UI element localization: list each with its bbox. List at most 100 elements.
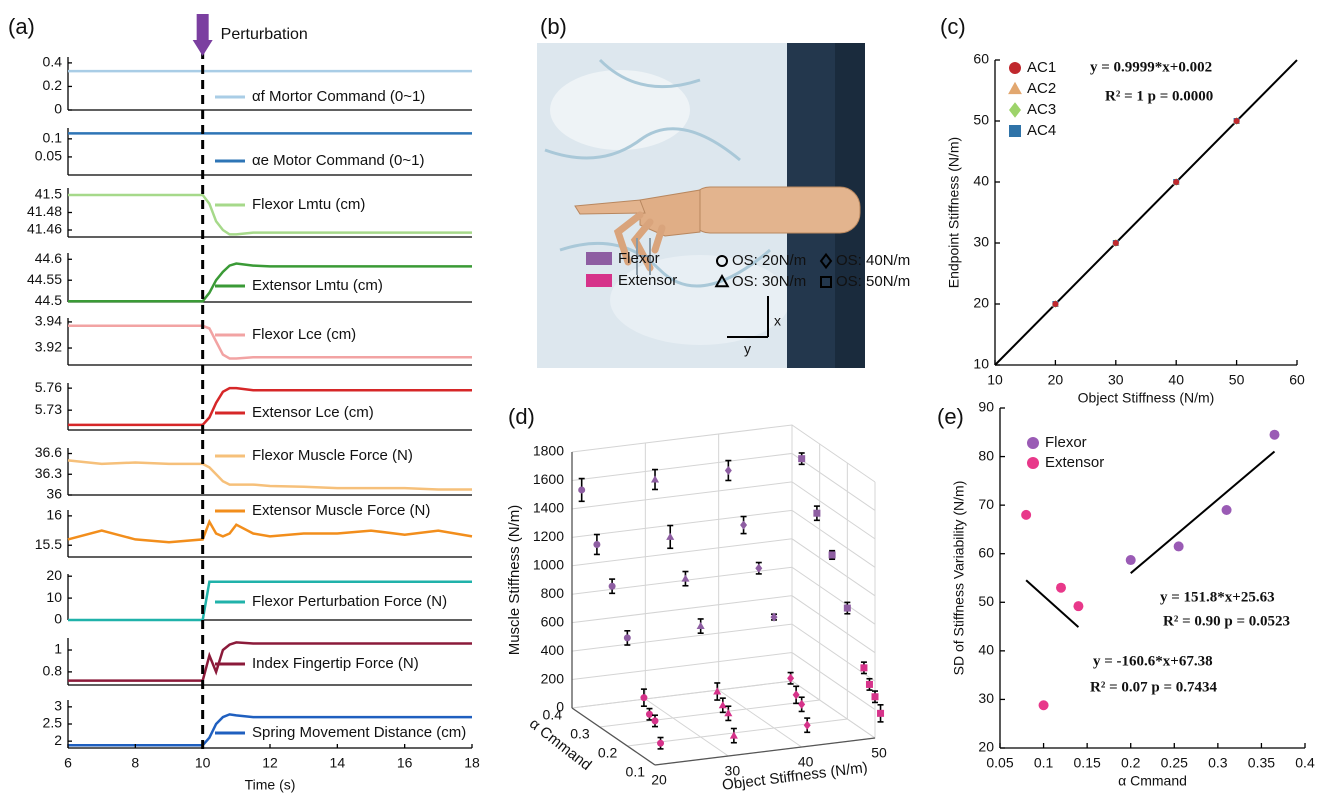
y-tick-label: 1200 (533, 528, 564, 544)
point (646, 711, 653, 718)
legend-label: AC4 (1027, 122, 1056, 139)
series-line (68, 460, 472, 489)
grid-line (572, 453, 875, 510)
point (798, 455, 805, 462)
y-tick-label: 1800 (533, 443, 564, 459)
legend-label: Flexor (618, 250, 660, 267)
point (1056, 583, 1066, 593)
legend-label: αe Motor Command (0~1) (252, 152, 425, 169)
legend-marker (1008, 82, 1022, 94)
z-tick-label: 0.2 (598, 745, 618, 761)
x-axis (655, 738, 875, 765)
legend-label: Flexor Lce (cm) (252, 326, 356, 343)
x-tick-label: 0.1 (1034, 755, 1054, 771)
point (1021, 510, 1031, 520)
legend-label: Flexor Perturbation Force (N) (252, 593, 447, 610)
event-annotation: Perturbation (221, 26, 308, 43)
y-tick-label: 15.5 (35, 536, 62, 552)
point (657, 740, 664, 747)
axis-x-label: x (774, 313, 781, 329)
y-tick-label: 1 (54, 641, 62, 657)
grid-line (572, 452, 655, 765)
x-tick-label: 12 (262, 755, 278, 771)
x-axis-label: Object Stiffness (N/m) (721, 759, 868, 794)
y-tick-label: 10 (973, 356, 989, 372)
x-tick-label: 6 (64, 755, 72, 771)
x-tick-label: 0.35 (1248, 755, 1275, 771)
y-tick-label: 800 (541, 585, 565, 601)
y-tick-label: 30 (978, 690, 994, 706)
y-tick-label: 2.5 (43, 715, 63, 731)
legend-label: Flexor Lmtu (cm) (252, 196, 365, 213)
point (829, 551, 836, 558)
y-axis-label: Endpoint Stiffness (N/m) (946, 137, 962, 288)
y-tick-label: 90 (978, 399, 994, 415)
point (1039, 700, 1049, 710)
y-tick-label: 5.73 (35, 401, 62, 417)
point (725, 466, 732, 475)
x-tick-label: 0.25 (1161, 755, 1188, 771)
fit-annotation: y = 151.8*x+25.63 (1160, 589, 1275, 605)
grid-line (600, 444, 820, 727)
x-tick-label: 60 (1289, 372, 1305, 388)
legend-label: Flexor Muscle Force (N) (252, 447, 413, 464)
y-tick-label: 40 (973, 173, 989, 189)
y-tick-label: 30 (973, 234, 989, 250)
point (1222, 505, 1232, 515)
grid-line (572, 596, 875, 653)
y-tick-label: 0.4 (43, 54, 63, 70)
point (624, 634, 631, 641)
point (860, 664, 867, 671)
legend-swatch (586, 274, 612, 287)
legend-label: AC3 (1027, 101, 1056, 118)
y-tick-label: 41.46 (27, 221, 62, 237)
legend-marker (1009, 102, 1021, 118)
x-tick-label: 16 (397, 755, 413, 771)
panel-label: (b) (540, 14, 567, 39)
axis-y-label: y (744, 341, 751, 357)
fit-line (1131, 452, 1275, 574)
point (1174, 541, 1184, 551)
y-tick-label: 36.6 (35, 444, 62, 460)
point (651, 475, 659, 482)
x-tick-label: 0.3 (1208, 755, 1228, 771)
y-tick-label: 400 (541, 642, 565, 658)
y-tick-label: 44.6 (35, 250, 62, 266)
y-tick-label: 200 (541, 670, 565, 686)
point (866, 681, 873, 688)
point (609, 583, 616, 590)
y-tick-label: 1400 (533, 500, 564, 516)
y-tick-label: 3.92 (35, 339, 62, 355)
point (578, 486, 585, 493)
y-tick-label: 600 (541, 613, 565, 629)
legend-label: OS: 30N/m (732, 273, 806, 290)
z-tick-label: 0.4 (543, 707, 563, 723)
x-tick-label: 18 (464, 755, 480, 771)
y-tick-label: 16 (46, 507, 62, 523)
panel-label: (c) (940, 14, 966, 39)
fit-annotation: R² = 0.07 p = 0.7434 (1090, 679, 1218, 695)
y-tick-label: 5.76 (35, 379, 62, 395)
legend-label: OS: 40N/m (836, 252, 910, 269)
x-axis-label: Time (s) (245, 777, 296, 793)
event-arrow (193, 14, 213, 56)
legend-label: αf Mortor Command (0~1) (252, 88, 425, 105)
y-tick-label: 80 (978, 447, 994, 463)
point (793, 690, 800, 699)
y-tick-label: 3.94 (35, 313, 62, 329)
legend-marker (1009, 125, 1021, 137)
x-tick-label: 0.4 (1295, 755, 1315, 771)
x-tick-label: 0.15 (1074, 755, 1101, 771)
point (1270, 430, 1280, 440)
point (652, 717, 659, 724)
x-tick-label: 10 (987, 372, 1003, 388)
x-tick-label: 8 (131, 755, 139, 771)
x-tick-label: 50 (871, 745, 887, 761)
y-tick-label: 36 (46, 486, 62, 502)
y-tick-label: 60 (973, 51, 989, 67)
legend-label: Extensor Lce (cm) (252, 404, 374, 421)
grid-line (655, 482, 875, 765)
point (1126, 555, 1136, 565)
panel-label: (d) (508, 404, 535, 429)
y-axis-label: SD of Stiffness Variability (N/m) (951, 481, 967, 676)
